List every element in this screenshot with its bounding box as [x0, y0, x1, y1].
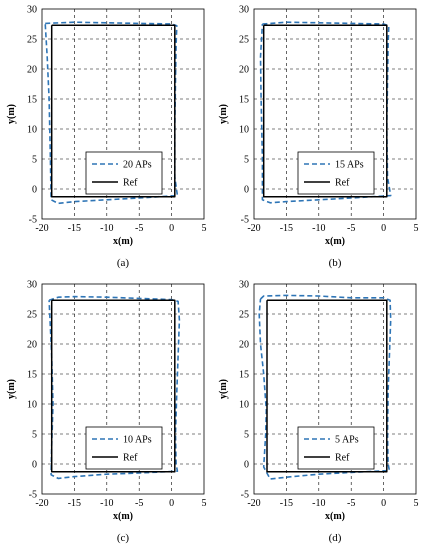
chart-d-legend-label: 5 APs: [335, 435, 359, 446]
chart-c-caption: (c): [117, 532, 130, 544]
chart-b-xtick-label: 5: [414, 223, 419, 234]
chart-b-xtick-label: 0: [381, 223, 386, 234]
chart-c-xtick-label: 5: [202, 498, 207, 509]
chart-b-svg: -20 -15 -10 -5 0 5 -5 0 5 10 15 20 25 30 x(m) y(m) 15 AP…: [218, 5, 419, 270]
chart-b-xlabel: x(m): [325, 236, 345, 247]
chart-c-xtick-label: -15: [68, 498, 81, 509]
chart-a-caption: (a): [117, 257, 130, 269]
chart-d-caption: (d): [329, 532, 342, 544]
chart-d-ytick-label: 15: [239, 370, 249, 381]
chart-b-xtick-label: -5: [347, 223, 355, 234]
chart-d-ytick-label: 25: [239, 310, 249, 321]
chart-b-legend-label: 15 APs: [335, 160, 364, 171]
chart-c-legend-label: Ref: [123, 453, 138, 464]
chart-a-xlabel: x(m): [113, 236, 133, 247]
chart-d-series-5-aps: [258, 294, 392, 480]
chart-a-ytick-label: 0: [32, 185, 37, 196]
chart-c-legend-box: [85, 426, 163, 470]
chart-b-ytick-label: 10: [239, 125, 249, 136]
chart-d-legend-box: [297, 426, 375, 470]
chart-a-ytick-label: 5: [32, 155, 37, 166]
chart-b-ytick-label: -5: [241, 215, 249, 226]
chart-a-ytick-label: 20: [27, 65, 37, 76]
chart-panel-a: -20 -15 -10 -5 0 5 -5 0 5 10 15 20 25 30 x(m) y(m) 20 AP…: [0, 0, 212, 275]
chart-c-ytick-label: 5: [32, 430, 37, 441]
chart-a-legend-label: Ref: [123, 178, 138, 189]
chart-d-svg: -20 -15 -10 -5 0 5 -5 0 5 10 15 20 25 30 x(m) y(m) 5 APs…: [218, 280, 419, 545]
chart-c-ytick-label: 0: [32, 460, 37, 471]
chart-d-ytick-label: -5: [241, 490, 249, 501]
chart-a-xtick-label: -10: [100, 223, 113, 234]
chart-a-xtick-label: -20: [35, 223, 48, 234]
chart-d-xtick-label: -15: [280, 498, 293, 509]
chart-b-xtick-label: -15: [280, 223, 293, 234]
chart-c-legend-label: 10 APs: [123, 435, 152, 446]
chart-d-ylabel: y(m): [218, 379, 229, 399]
chart-c-svg: -20 -15 -10 -5 0 5 -5 0 5 10 15 20 25 30 x(m) y(m) 10 AP…: [6, 280, 207, 545]
chart-b-ytick-label: 20: [239, 65, 249, 76]
chart-d-ytick-label: 5: [244, 430, 249, 441]
chart-c-xtick-label: -10: [100, 498, 113, 509]
chart-a-ytick-label: 15: [27, 95, 37, 106]
chart-b-series-ref: [262, 24, 388, 198]
chart-b-ytick-label: 15: [239, 95, 249, 106]
chart-d-xtick-label: -20: [247, 498, 260, 509]
chart-c-ytick-label: 10: [27, 400, 37, 411]
chart-b-xtick-label: -20: [247, 223, 260, 234]
chart-b-ytick-label: 5: [244, 155, 249, 166]
chart-panel-d: -20 -15 -10 -5 0 5 -5 0 5 10 15 20 25 30 x(m) y(m) 5 APs…: [212, 275, 425, 550]
chart-c-ytick-label: 15: [27, 370, 37, 381]
chart-d-xtick-label: -5: [347, 498, 355, 509]
chart-b-ytick-label: 0: [244, 185, 249, 196]
chart-d-series-ref: [266, 299, 388, 473]
chart-d-xlabel: x(m): [325, 511, 345, 522]
chart-d-ytick-label: 30: [239, 280, 249, 291]
chart-b-xtick-label: -10: [312, 223, 325, 234]
chart-d-ytick-label: 0: [244, 460, 249, 471]
chart-a-ytick-label: -5: [29, 215, 37, 226]
chart-a-xtick-label: 0: [169, 223, 174, 234]
chart-a-xtick-label: -15: [68, 223, 81, 234]
chart-d-legend-label: Ref: [335, 453, 350, 464]
chart-d-ytick-label: 10: [239, 400, 249, 411]
chart-panel-b: -20 -15 -10 -5 0 5 -5 0 5 10 15 20 25 30 x(m) y(m) 15 AP…: [212, 0, 425, 275]
chart-d-xtick-label: 5: [414, 498, 419, 509]
chart-a-series-20-aps: [44, 21, 179, 205]
chart-a-legend-label: 20 APs: [123, 160, 152, 171]
chart-a-ytick-label: 30: [27, 5, 37, 16]
chart-b-ytick-label: 30: [239, 5, 249, 16]
chart-a-ytick-label: 25: [27, 35, 37, 46]
chart-a-ylabel: y(m): [6, 104, 17, 124]
chart-b-ylabel: y(m): [218, 104, 229, 124]
chart-c-xtick-label: -20: [35, 498, 48, 509]
chart-b-series-15-aps: [259, 21, 392, 204]
chart-d-plot-frame: [253, 283, 417, 495]
chart-d-xtick-label: 0: [381, 498, 386, 509]
chart-d-ytick-label: 20: [239, 340, 249, 351]
chart-c-ytick-label: 20: [27, 340, 37, 351]
chart-b-legend-box: [297, 151, 375, 195]
chart-a-svg: -20 -15 -10 -5 0 5 -5 0 5 10 15 20 25 30 x(m) y(m) 20 AP…: [6, 5, 207, 270]
chart-d-xtick-label: -10: [312, 498, 325, 509]
chart-b-plot-frame: [253, 8, 417, 220]
chart-a-ytick-label: 10: [27, 125, 37, 136]
chart-b-legend-label: Ref: [335, 178, 350, 189]
chart-c-series-ref: [50, 299, 176, 473]
chart-b-ytick-label: 25: [239, 35, 249, 46]
chart-a-xtick-label: -5: [135, 223, 143, 234]
chart-c-ytick-label: -5: [29, 490, 37, 501]
chart-b-caption: (b): [329, 257, 342, 269]
chart-c-xtick-label: 0: [169, 498, 174, 509]
chart-c-xlabel: x(m): [113, 511, 133, 522]
chart-c-ylabel: y(m): [6, 379, 17, 399]
chart-c-ytick-label: 25: [27, 310, 37, 321]
chart-panel-c: -20 -15 -10 -5 0 5 -5 0 5 10 15 20 25 30 x(m) y(m) 10 AP…: [0, 275, 212, 550]
chart-c-plot-frame: [41, 283, 205, 495]
chart-a-series-ref: [50, 24, 176, 198]
chart-c-xtick-label: -5: [135, 498, 143, 509]
chart-a-legend-box: [85, 151, 163, 195]
chart-a-plot-frame: [41, 8, 205, 220]
chart-a-xtick-label: 5: [202, 223, 207, 234]
chart-c-ytick-label: 30: [27, 280, 37, 291]
